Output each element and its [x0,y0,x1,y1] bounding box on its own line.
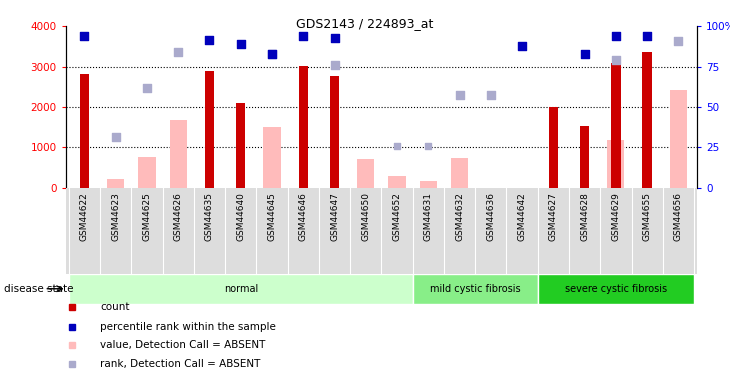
Bar [549,107,558,188]
Bar [357,159,374,188]
Bar [236,103,245,188]
Text: percentile rank within the sample: percentile rank within the sample [101,321,276,332]
Point [672,38,684,44]
Text: GSM44652: GSM44652 [393,192,402,241]
Bar [670,90,687,188]
Bar [139,157,155,188]
Text: GDS2143 / 224893_at: GDS2143 / 224893_at [296,17,434,30]
Point [485,92,496,98]
Point [79,33,91,39]
Text: GSM44627: GSM44627 [549,192,558,241]
Text: GSM44655: GSM44655 [642,192,652,241]
Text: GSM44632: GSM44632 [455,192,464,241]
Text: severe cystic fibrosis: severe cystic fibrosis [565,284,667,294]
Bar [451,159,468,188]
Point [266,51,278,57]
Bar [299,66,308,188]
Point [454,92,466,98]
Point [391,143,403,149]
Point [297,33,309,39]
Text: count: count [101,302,130,312]
Text: rank, Detection Call = ABSENT: rank, Detection Call = ABSENT [101,359,261,369]
Bar [264,128,280,188]
Text: disease state: disease state [4,284,73,294]
Point [110,134,122,140]
Point [610,33,622,39]
Point [641,33,653,39]
Text: GSM44640: GSM44640 [237,192,245,241]
Bar [412,274,538,304]
Text: GSM44656: GSM44656 [674,192,683,241]
Bar [80,74,89,188]
Point [172,49,184,55]
Text: GSM44645: GSM44645 [267,192,277,241]
Bar [169,120,187,188]
Bar [642,53,652,188]
Text: GSM44647: GSM44647 [330,192,339,241]
Text: GSM44642: GSM44642 [518,192,526,241]
Bar [107,180,124,188]
Text: GSM44629: GSM44629 [611,192,620,241]
Text: mild cystic fibrosis: mild cystic fibrosis [430,284,520,294]
Text: GSM44628: GSM44628 [580,192,589,241]
Point [328,62,340,68]
Text: GSM44636: GSM44636 [486,192,496,241]
Bar [330,76,339,188]
Point [204,36,215,42]
Point [610,57,622,63]
Point [423,143,434,149]
Text: value, Detection Call = ABSENT: value, Detection Call = ABSENT [101,340,266,350]
Bar [205,70,214,188]
Bar [69,274,412,304]
Bar [420,181,437,188]
Bar [580,126,589,188]
Text: GSM44626: GSM44626 [174,192,182,241]
Bar [388,176,406,188]
Point [235,41,247,47]
Point [516,43,528,49]
Point [579,51,591,57]
Text: GSM44631: GSM44631 [424,192,433,241]
Text: GSM44650: GSM44650 [361,192,370,241]
Text: GSM44635: GSM44635 [205,192,214,241]
Text: GSM44622: GSM44622 [80,192,89,241]
Bar [607,140,624,188]
Bar [538,274,694,304]
Bar [611,63,620,188]
Text: GSM44625: GSM44625 [142,192,152,241]
Text: normal: normal [223,284,258,294]
Point [328,35,340,41]
Text: GSM44623: GSM44623 [111,192,120,241]
Point [266,51,278,57]
Text: GSM44646: GSM44646 [299,192,308,241]
Point [141,84,153,90]
